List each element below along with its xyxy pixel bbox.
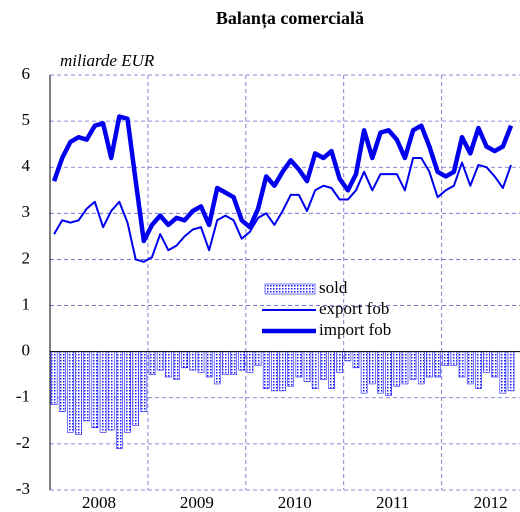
x-tick-label: 2008: [82, 493, 116, 512]
bar: [124, 351, 131, 433]
bar: [271, 351, 278, 392]
bar: [279, 351, 286, 392]
chart-title: Balanța comercială: [216, 8, 364, 29]
bar: [254, 351, 262, 366]
y-tick-label: 0: [22, 341, 31, 360]
bar: [75, 351, 82, 435]
bar: [328, 351, 335, 389]
bar: [181, 351, 188, 369]
y-tick-label: 4: [22, 156, 31, 175]
bar: [311, 351, 319, 389]
line: [53, 157, 512, 263]
bar: [213, 351, 221, 385]
y-tick-label: 1: [22, 294, 31, 313]
bar: [377, 351, 384, 394]
bar: [466, 351, 474, 385]
bar: [115, 351, 123, 449]
bar: [401, 351, 409, 385]
bar: [450, 351, 458, 366]
bar: [303, 351, 311, 382]
bar: [475, 351, 482, 389]
x-tick-label: 2009: [180, 493, 214, 512]
bar: [91, 351, 99, 429]
y-tick-label: 5: [22, 110, 31, 129]
bar: [368, 351, 376, 385]
bar: [262, 351, 270, 389]
y-tick-label: -1: [16, 387, 30, 406]
bar: [393, 351, 401, 387]
y-axis-label: miliarde EUR: [60, 51, 155, 70]
bar: [140, 351, 148, 412]
line: [51, 114, 514, 244]
bar: [173, 351, 180, 380]
bar: [507, 351, 515, 392]
legend-label: export fob: [319, 299, 389, 318]
bar: [197, 351, 205, 373]
bar: [458, 351, 466, 378]
bar: [360, 351, 368, 394]
bar: [287, 351, 295, 387]
y-tick-label: 3: [22, 202, 31, 221]
x-tick-label: 2011: [376, 493, 409, 512]
bar: [417, 351, 425, 385]
bar: [50, 351, 58, 405]
legend-swatch: [264, 283, 316, 295]
y-tick-label: -3: [16, 479, 30, 498]
bar: [205, 351, 213, 378]
bar: [442, 351, 450, 366]
bar: [156, 351, 164, 371]
bar: [409, 351, 417, 380]
y-tick-label: 6: [22, 64, 31, 83]
bar: [491, 351, 499, 378]
y-tick-label: -2: [16, 433, 30, 452]
y-tick-label: 2: [22, 248, 31, 267]
bar: [320, 351, 327, 380]
bar: [426, 351, 433, 378]
bar: [132, 351, 140, 426]
bar: [499, 351, 507, 394]
bar: [434, 351, 441, 378]
bar: [107, 351, 115, 431]
bar: [58, 351, 66, 412]
bar: [246, 351, 254, 373]
bar: [222, 351, 229, 376]
bar: [164, 351, 172, 378]
x-tick-label: 2010: [278, 493, 312, 512]
bar: [336, 351, 343, 373]
bar: [385, 351, 392, 396]
bar: [295, 351, 303, 378]
bar: [67, 351, 74, 433]
bar: [148, 351, 156, 376]
bar: [344, 351, 352, 362]
bar: [230, 351, 237, 376]
x-tick-label: 2012: [474, 493, 508, 512]
bar: [99, 351, 107, 433]
bar: [238, 351, 246, 371]
legend-label: sold: [319, 278, 348, 297]
bar: [83, 351, 91, 422]
bar: [483, 351, 490, 373]
bar: [189, 351, 197, 371]
legend-label: import fob: [319, 320, 391, 339]
bar: [352, 351, 360, 369]
